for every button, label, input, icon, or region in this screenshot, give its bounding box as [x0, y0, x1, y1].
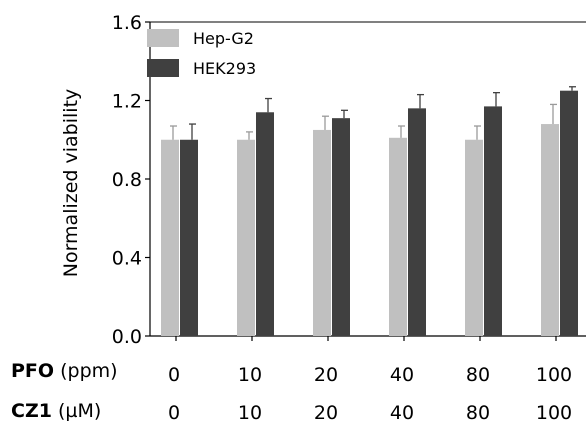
bar-hep-g2 — [541, 124, 559, 336]
y-axis-label: Normalized viability — [60, 89, 82, 278]
x-axis-labels: PFO (ppm) 0 10 20 40 80 100 CZ1 (µM) 0 10 20 40 80 10… — [11, 360, 572, 424]
x-tick-label: 100 — [536, 364, 572, 386]
bar-hep-g2 — [313, 129, 331, 336]
x-row-unit: (µM) — [52, 400, 101, 422]
bar-hek293 — [408, 108, 426, 336]
x-row-name: PFO — [11, 360, 54, 382]
legend-label: HEK293 — [193, 59, 256, 78]
bar-hek293 — [180, 139, 198, 336]
y-tick-label: 1.2 — [112, 91, 142, 113]
x-tick-label: 0 — [168, 402, 180, 424]
bar-hek293 — [560, 90, 578, 336]
legend-swatch-hep-g2 — [147, 29, 179, 47]
x-tick-label: 40 — [390, 402, 414, 424]
x-tick-label: 100 — [536, 402, 572, 424]
legend: Hep-G2 HEK293 — [147, 29, 256, 78]
x-tick-label: 80 — [466, 402, 490, 424]
y-tick-label: 0.8 — [112, 169, 142, 191]
x-tick-label: 40 — [390, 364, 414, 386]
x-tick-label: 10 — [238, 402, 262, 424]
bar-hep-g2 — [237, 139, 255, 336]
x-tick-label: 0 — [168, 364, 180, 386]
bar-hek293 — [332, 118, 350, 336]
x-tick-label: 20 — [314, 364, 338, 386]
x-tick-label: 20 — [314, 402, 338, 424]
bar-hep-g2 — [465, 139, 483, 336]
bar-hep-g2 — [389, 137, 407, 336]
x-row-label: CZ1 (µM) — [11, 400, 101, 422]
x-tick-label: 10 — [238, 364, 262, 386]
y-tick-label: 0.4 — [112, 248, 142, 270]
bars — [161, 86, 578, 337]
axes: 0.0 0.4 0.8 1.2 1.6 — [112, 12, 586, 348]
bar-hep-g2 — [161, 139, 179, 336]
bar-hek293 — [256, 112, 274, 337]
x-row-label: PFO (ppm) — [11, 360, 118, 382]
x-row-name: CZ1 — [11, 400, 52, 422]
x-tick-label: 80 — [466, 364, 490, 386]
legend-swatch-hek293 — [147, 59, 179, 77]
y-tick-label: 0.0 — [112, 326, 142, 348]
x-row-unit: (ppm) — [54, 360, 118, 382]
y-tick-label: 1.6 — [112, 12, 142, 34]
bar-hek293 — [484, 106, 502, 336]
legend-label: Hep-G2 — [193, 29, 254, 48]
